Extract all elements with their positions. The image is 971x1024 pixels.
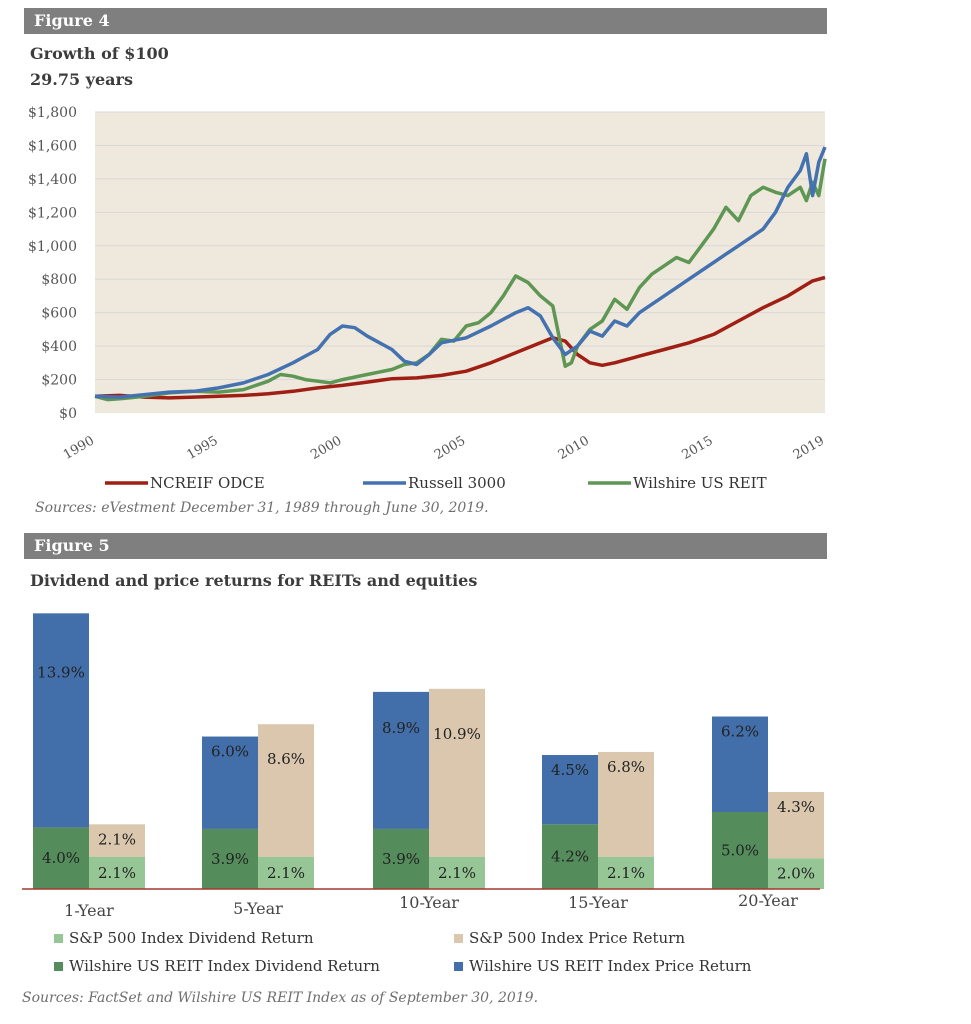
category-label: 5-Year xyxy=(233,899,283,918)
plot-area xyxy=(95,112,825,413)
y-tick-label: $200 xyxy=(41,373,77,389)
x-tick-label: 1990 xyxy=(61,433,97,463)
chart-title: Growth of $100 xyxy=(30,44,169,63)
category-label: 20-Year xyxy=(738,891,798,910)
bar-segment xyxy=(202,736,258,829)
bar-segment xyxy=(542,824,598,889)
bar-segment xyxy=(598,751,654,857)
y-tick-label: $400 xyxy=(41,339,77,355)
chart-subtitle: 29.75 years xyxy=(30,70,133,89)
bar-segment xyxy=(598,856,654,889)
x-tick-label: 2010 xyxy=(556,433,592,463)
y-tick-label: $600 xyxy=(41,306,77,322)
bar-segment xyxy=(258,724,314,857)
legend-label: NCREIF ODCE xyxy=(150,474,265,492)
growth-line-chart: $0 $200 $400 $600 $800 $1,000 $1,200 $1,400 $1,6… xyxy=(28,105,827,492)
y-tick-label: $1,800 xyxy=(28,105,77,121)
data-label: 2.1% xyxy=(438,864,476,882)
bar-segment xyxy=(429,688,485,857)
bar-segment xyxy=(542,755,598,825)
y-tick-label: $1,200 xyxy=(28,205,77,221)
data-label: 2.1% xyxy=(98,864,136,882)
bar-segment xyxy=(202,828,258,889)
category-label: 1-Year xyxy=(64,901,114,920)
bar-segment xyxy=(712,716,768,812)
legend-label: S&P 500 Index Price Return xyxy=(469,929,685,947)
bar-segment xyxy=(768,791,824,859)
bar-segment xyxy=(258,856,314,889)
data-label: 4.2% xyxy=(551,848,589,866)
legend-swatch xyxy=(54,962,63,971)
data-label: 6.2% xyxy=(721,723,759,741)
bar-segment xyxy=(712,812,768,889)
data-label: 8.9% xyxy=(382,719,420,737)
bar-segment xyxy=(33,613,89,828)
legend-swatch xyxy=(454,934,463,943)
y-tick-label: $800 xyxy=(41,272,77,288)
series-line xyxy=(94,158,827,402)
bar-segment xyxy=(373,691,429,829)
y-tick-label: $1,600 xyxy=(28,138,77,154)
figure-5-header: Figure 5 xyxy=(24,533,827,559)
legend-label: Russell 3000 xyxy=(408,474,506,492)
data-label: 3.9% xyxy=(211,850,249,868)
bar-segment xyxy=(768,858,824,889)
data-label: 5.0% xyxy=(721,842,759,860)
data-label: 6.0% xyxy=(211,743,249,761)
category-label: 10-Year xyxy=(399,893,459,912)
bar-segment xyxy=(33,827,89,889)
y-tick-label: $1,000 xyxy=(28,239,77,255)
x-tick-label: 2015 xyxy=(679,433,715,463)
category-label: 15-Year xyxy=(568,893,628,912)
y-tick-label: $1,400 xyxy=(28,172,77,188)
series-line xyxy=(94,275,826,400)
data-label: 2.1% xyxy=(607,864,645,882)
figure-5-source: Sources: FactSet and Wilshire US REIT In… xyxy=(22,990,539,1006)
data-label: 2.1% xyxy=(98,830,136,848)
data-label: 2.0% xyxy=(777,865,815,883)
legend-swatch xyxy=(454,962,463,971)
legend-label: Wilshire US REIT Index Price Return xyxy=(469,957,752,975)
figure-4-header: Figure 4 xyxy=(24,8,827,34)
bar-segment xyxy=(89,856,145,889)
legend-swatch xyxy=(54,934,63,943)
x-tick-label: 2019 xyxy=(791,433,827,463)
returns-bar-chart: 4.0% 13.9% 2.1% 2.1% 1-Year 3.9% 6.0% 2.1% 8.6% 5… xyxy=(22,613,824,975)
data-label: 4.0% xyxy=(42,849,80,867)
series-line xyxy=(94,146,827,399)
x-tick-label: 1995 xyxy=(185,433,221,463)
bar-segment xyxy=(429,856,485,889)
figure-4-source: Sources: eVestment December 31, 1989 thr… xyxy=(35,500,489,516)
data-label: 8.6% xyxy=(267,750,305,768)
legend-label: Wilshire US REIT xyxy=(633,474,767,492)
bar-segment xyxy=(89,824,145,857)
data-label: 4.5% xyxy=(551,761,589,779)
bar-segment xyxy=(373,828,429,889)
chart-title-2: Dividend and price returns for REITs and… xyxy=(30,571,478,590)
data-label: 3.9% xyxy=(382,850,420,868)
x-tick-label: 2005 xyxy=(432,433,468,463)
legend-label: Wilshire US REIT Index Dividend Return xyxy=(69,957,380,975)
data-label: 4.3% xyxy=(777,798,815,816)
legend-label: S&P 500 Index Dividend Return xyxy=(69,929,314,947)
x-tick-label: 2000 xyxy=(308,433,344,463)
data-label: 2.1% xyxy=(267,864,305,882)
data-label: 13.9% xyxy=(37,664,85,682)
data-label: 6.8% xyxy=(607,758,645,776)
data-label: 10.9% xyxy=(433,725,481,743)
y-tick-label: $0 xyxy=(59,406,77,422)
